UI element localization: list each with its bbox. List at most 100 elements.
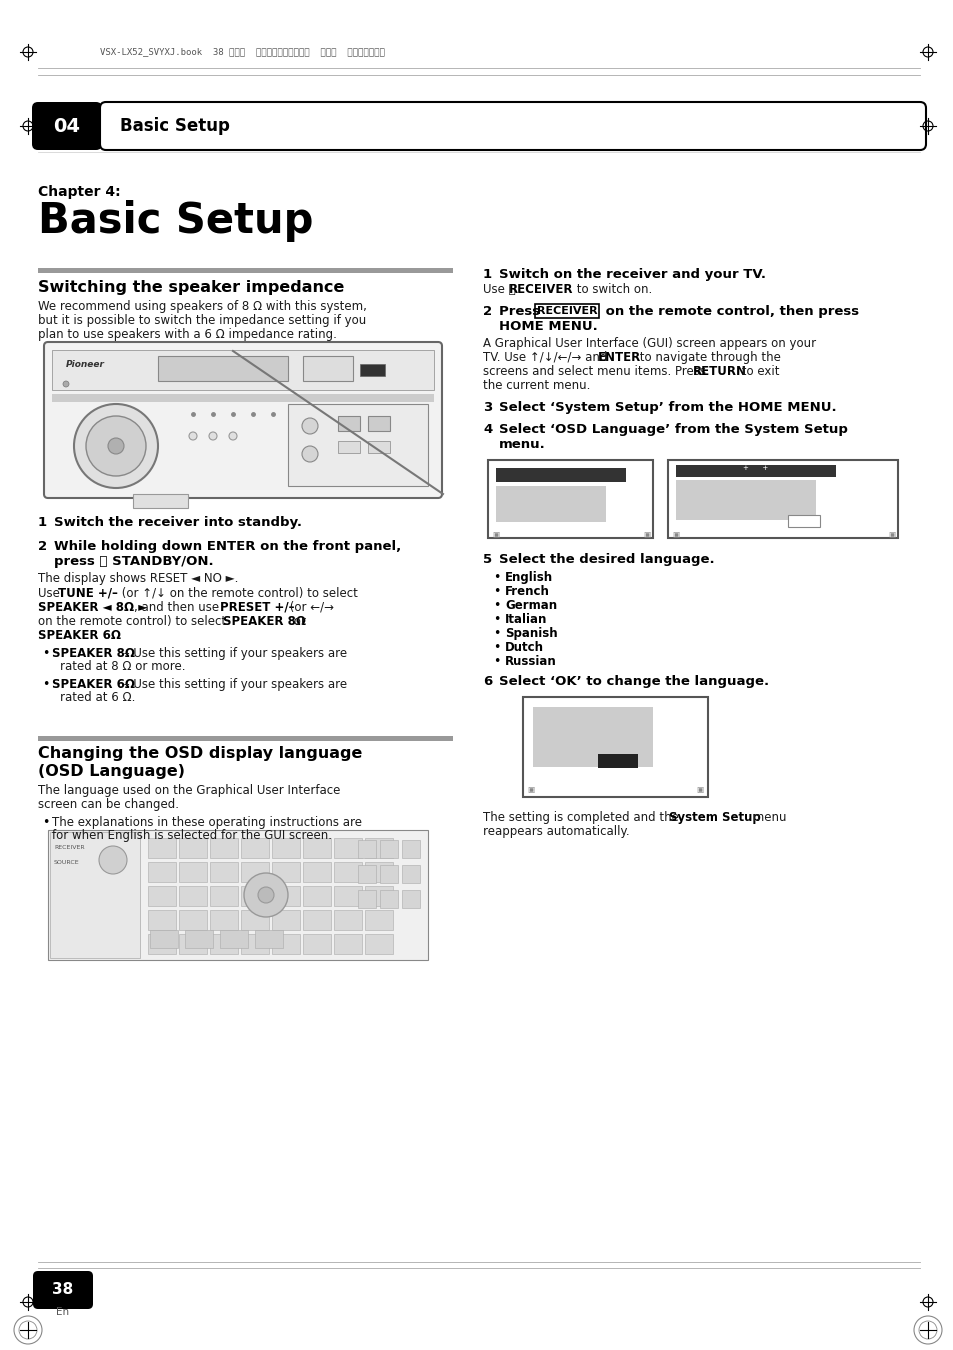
Bar [488,460,652,539]
Text: ▣: ▣ [492,531,498,539]
Text: for when English is selected for the GUI screen.: for when English is selected for the GUI… [52,829,332,842]
Bar [132,494,188,508]
Text: Select the desired language.: Select the desired language. [498,554,714,566]
Bar [365,886,393,906]
Text: Spanish: Spanish [504,626,558,640]
Bar [676,464,835,477]
Bar [158,356,288,381]
Circle shape [209,432,216,440]
Text: plan to use speakers with a 6 Ω impedance rating.: plan to use speakers with a 6 Ω impedanc… [38,328,336,342]
Bar [148,886,175,906]
Bar [210,910,237,930]
Circle shape [74,404,158,487]
Circle shape [302,446,317,462]
Text: SPEAKER 6Ω: SPEAKER 6Ω [52,678,135,691]
Text: Italian: Italian [504,613,547,626]
Text: Switch the receiver into standby.: Switch the receiver into standby. [54,516,302,529]
Bar [272,934,299,954]
Text: +      +: + + [742,464,767,471]
Text: TUNE +/–: TUNE +/– [58,587,118,599]
Text: •: • [493,655,500,668]
Text: 2: 2 [38,540,47,553]
Text: •: • [42,678,50,691]
Bar [179,910,207,930]
Text: or: or [290,616,306,628]
Bar [303,934,331,954]
Text: Press: Press [498,305,544,319]
Bar [334,934,361,954]
Text: •: • [42,647,50,660]
Text: – Use this setting if your speakers are: – Use this setting if your speakers are [120,647,347,660]
Bar [334,886,361,906]
Text: The explanations in these operating instructions are: The explanations in these operating inst… [52,815,361,829]
Bar [241,886,269,906]
Bar [272,863,299,882]
Text: 04: 04 [53,116,80,135]
Circle shape [86,416,146,477]
Bar [496,486,605,522]
Text: Dutch: Dutch [504,641,543,653]
Bar [50,832,140,958]
Bar [185,930,213,948]
Text: The language used on the Graphical User Interface: The language used on the Graphical User … [38,784,340,796]
Text: French: French [504,585,549,598]
Bar [210,838,237,859]
FancyBboxPatch shape [32,103,102,150]
FancyBboxPatch shape [33,1270,92,1310]
Text: Select ‘OK’ to change the language.: Select ‘OK’ to change the language. [498,675,768,688]
Bar [334,863,361,882]
Circle shape [257,887,274,903]
Bar [357,890,375,909]
Text: , and then use: , and then use [133,601,223,614]
Text: •: • [42,815,50,829]
Circle shape [108,437,124,454]
Bar [179,863,207,882]
Bar [272,838,299,859]
Bar [241,910,269,930]
Text: The display shows RESET ◄ NO ►.: The display shows RESET ◄ NO ►. [38,572,238,585]
Text: ▣: ▣ [642,531,650,539]
Bar [179,886,207,906]
Bar [52,394,434,402]
Text: •: • [493,641,500,653]
Text: Russian: Russian [504,655,557,668]
Text: HOME MENU.: HOME MENU. [498,320,598,333]
Text: TV. Use ↑/↓/←/→ and: TV. Use ↑/↓/←/→ and [482,351,611,364]
Text: •: • [493,599,500,612]
Bar [148,910,175,930]
Text: ▣: ▣ [887,531,894,539]
Text: 5: 5 [482,554,492,566]
Bar [254,930,283,948]
Text: RETURN: RETURN [692,364,746,378]
Text: (OSD Language): (OSD Language) [38,764,185,779]
Circle shape [189,432,196,440]
Text: on the remote control) to select: on the remote control) to select [38,616,230,628]
Bar [401,865,419,883]
Text: Switch on the receiver and your TV.: Switch on the receiver and your TV. [498,269,765,281]
Bar [288,404,428,486]
Text: A Graphical User Interface (GUI) screen appears on your: A Graphical User Interface (GUI) screen … [482,338,815,350]
Text: press ⏽ STANDBY/ON.: press ⏽ STANDBY/ON. [54,555,213,568]
Bar [365,863,393,882]
Bar [365,838,393,859]
Text: Changing the OSD display language: Changing the OSD display language [38,747,362,761]
Bar [496,468,625,482]
Text: but it is possible to switch the impedance setting if you: but it is possible to switch the impedan… [38,315,366,327]
Bar [368,441,390,454]
Text: ▣: ▣ [526,784,534,794]
Text: ENTER: ENTER [598,351,640,364]
Bar [535,304,598,319]
Bar [598,755,638,768]
Bar [334,910,361,930]
Bar [368,416,390,431]
Bar [357,865,375,883]
Bar [522,697,707,796]
Text: English: English [504,571,553,585]
Bar [52,350,434,390]
Bar [148,838,175,859]
Bar [148,863,175,882]
Text: (or ↑/↓ on the remote control) to select: (or ↑/↓ on the remote control) to select [118,587,357,599]
Bar [357,840,375,859]
Text: Basic Setup: Basic Setup [38,200,314,242]
Bar [365,934,393,954]
